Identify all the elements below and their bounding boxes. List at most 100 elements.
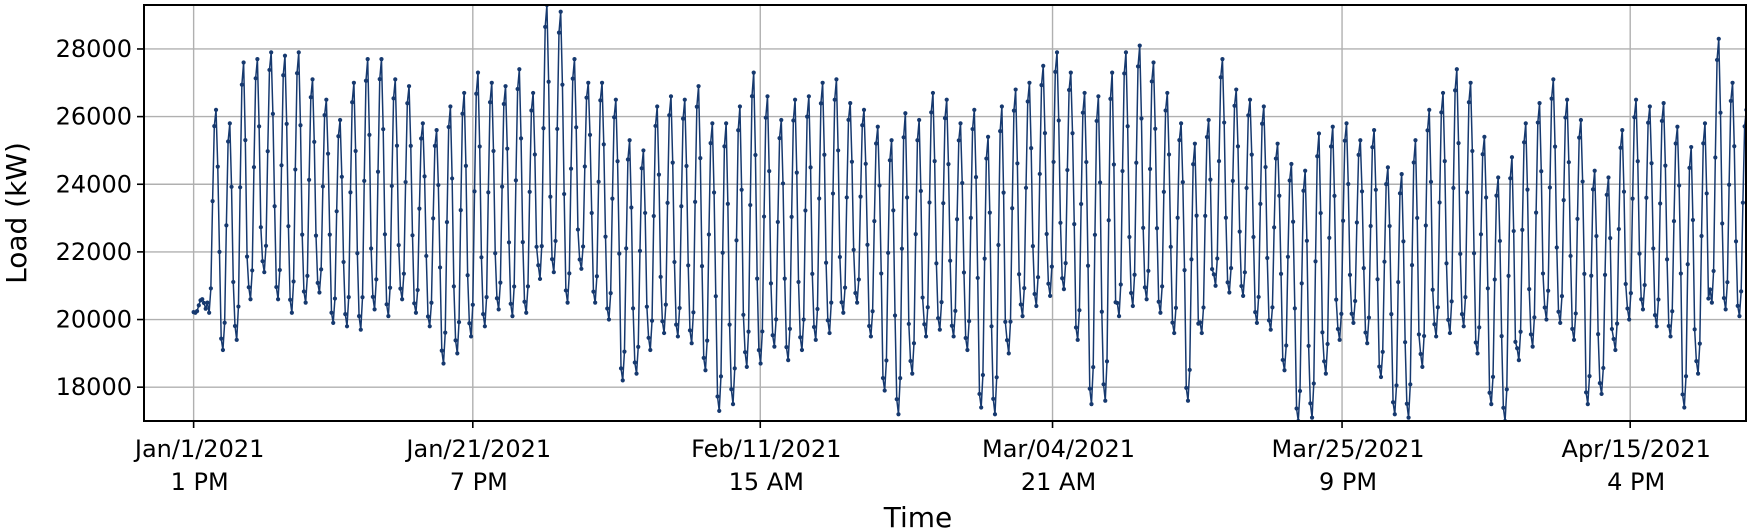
load-data-point bbox=[288, 297, 293, 302]
load-data-point bbox=[555, 126, 560, 132]
load-data-point bbox=[308, 95, 313, 100]
load-data-point bbox=[317, 290, 322, 295]
load-data-point bbox=[1058, 220, 1063, 225]
load-data-point bbox=[315, 280, 320, 285]
load-data-point bbox=[634, 371, 639, 376]
load-data-point bbox=[977, 391, 982, 397]
load-data-point bbox=[687, 328, 693, 333]
load-data-point bbox=[262, 270, 267, 275]
load-data-point bbox=[1446, 317, 1451, 322]
load-data-point bbox=[856, 277, 861, 282]
load-data-point bbox=[1079, 201, 1084, 207]
load-data-point bbox=[568, 166, 574, 171]
load-data-point bbox=[306, 177, 312, 182]
load-data-point bbox=[1442, 159, 1447, 164]
load-data-point bbox=[1530, 344, 1535, 349]
load-data-point bbox=[1687, 165, 1692, 170]
load-data-point bbox=[479, 255, 484, 260]
load-data-point bbox=[1292, 306, 1297, 311]
load-data-point bbox=[482, 324, 487, 329]
load-data-point bbox=[250, 268, 255, 273]
load-data-point bbox=[663, 302, 668, 307]
x-tick-label-time: 15 AM bbox=[729, 468, 804, 496]
load-data-point bbox=[196, 303, 201, 308]
load-data-point bbox=[1649, 161, 1654, 166]
load-data-point bbox=[1018, 302, 1023, 307]
load-data-point bbox=[1220, 57, 1225, 62]
load-data-point bbox=[1682, 405, 1687, 410]
load-data-point bbox=[677, 305, 682, 311]
load-data-point bbox=[992, 412, 998, 417]
load-data-point bbox=[1299, 281, 1304, 286]
load-data-point bbox=[363, 78, 369, 83]
load-data-point bbox=[1547, 185, 1552, 190]
load-data-point bbox=[1091, 365, 1096, 370]
load-data-point bbox=[508, 301, 513, 306]
load-data-point bbox=[1244, 185, 1249, 191]
load-data-point bbox=[830, 191, 836, 196]
load-data-point bbox=[320, 184, 325, 189]
load-data-point bbox=[275, 297, 281, 302]
load-data-point bbox=[267, 67, 272, 73]
load-data-point bbox=[553, 238, 558, 244]
load-data-point bbox=[936, 316, 941, 321]
load-data-point bbox=[1471, 251, 1477, 256]
load-data-point bbox=[322, 113, 327, 118]
load-data-point bbox=[643, 210, 648, 216]
load-data-point bbox=[1213, 283, 1218, 288]
load-data-point bbox=[1475, 351, 1480, 356]
load-data-point bbox=[1401, 239, 1406, 244]
load-data-point bbox=[637, 248, 643, 253]
load-data-point bbox=[303, 300, 308, 305]
load-data-point bbox=[1413, 138, 1418, 143]
load-data-point bbox=[1590, 187, 1596, 192]
load-data-point bbox=[1356, 152, 1361, 157]
load-data-point bbox=[422, 174, 427, 179]
load-data-point bbox=[1484, 195, 1489, 200]
load-data-point bbox=[1146, 268, 1151, 273]
load-data-point bbox=[296, 50, 301, 55]
load-data-point bbox=[1587, 373, 1592, 379]
load-data-point bbox=[1375, 277, 1380, 282]
load-data-point bbox=[415, 287, 420, 293]
load-data-point bbox=[1075, 337, 1080, 342]
load-data-point bbox=[1725, 280, 1730, 285]
load-data-point bbox=[562, 191, 567, 197]
load-data-point bbox=[925, 305, 930, 310]
load-data-point bbox=[891, 208, 896, 213]
load-data-point bbox=[1685, 262, 1690, 267]
load-data-point bbox=[1363, 330, 1368, 335]
load-data-point bbox=[587, 132, 593, 137]
load-data-point bbox=[432, 143, 437, 148]
load-data-point bbox=[720, 250, 725, 255]
load-data-point bbox=[246, 285, 251, 290]
load-data-point bbox=[1032, 291, 1037, 297]
load-data-point bbox=[343, 312, 348, 317]
load-data-point bbox=[934, 261, 939, 266]
load-data-point bbox=[742, 350, 748, 355]
load-data-point bbox=[1347, 272, 1353, 277]
load-data-point bbox=[875, 124, 880, 129]
load-data-point bbox=[355, 251, 360, 256]
load-data-point bbox=[615, 159, 620, 164]
load-data-point bbox=[1571, 337, 1577, 342]
load-data-point bbox=[1453, 88, 1458, 93]
load-data-point bbox=[780, 181, 786, 186]
load-data-point bbox=[565, 300, 570, 305]
load-data-point bbox=[1602, 272, 1608, 277]
load-data-point bbox=[341, 259, 346, 265]
load-data-point bbox=[851, 247, 856, 252]
load-data-point bbox=[351, 80, 356, 85]
load-data-point bbox=[665, 200, 670, 205]
load-data-point bbox=[212, 123, 217, 129]
load-data-point bbox=[1549, 96, 1554, 101]
load-data-point bbox=[1575, 216, 1580, 222]
load-data-point bbox=[1449, 299, 1454, 304]
load-data-point bbox=[1378, 374, 1384, 380]
load-data-point bbox=[1001, 190, 1006, 195]
load-data-point bbox=[753, 152, 758, 158]
load-data-point bbox=[953, 308, 958, 313]
load-data-point bbox=[546, 79, 551, 84]
load-data-point bbox=[374, 277, 379, 282]
load-data-point bbox=[732, 366, 737, 371]
